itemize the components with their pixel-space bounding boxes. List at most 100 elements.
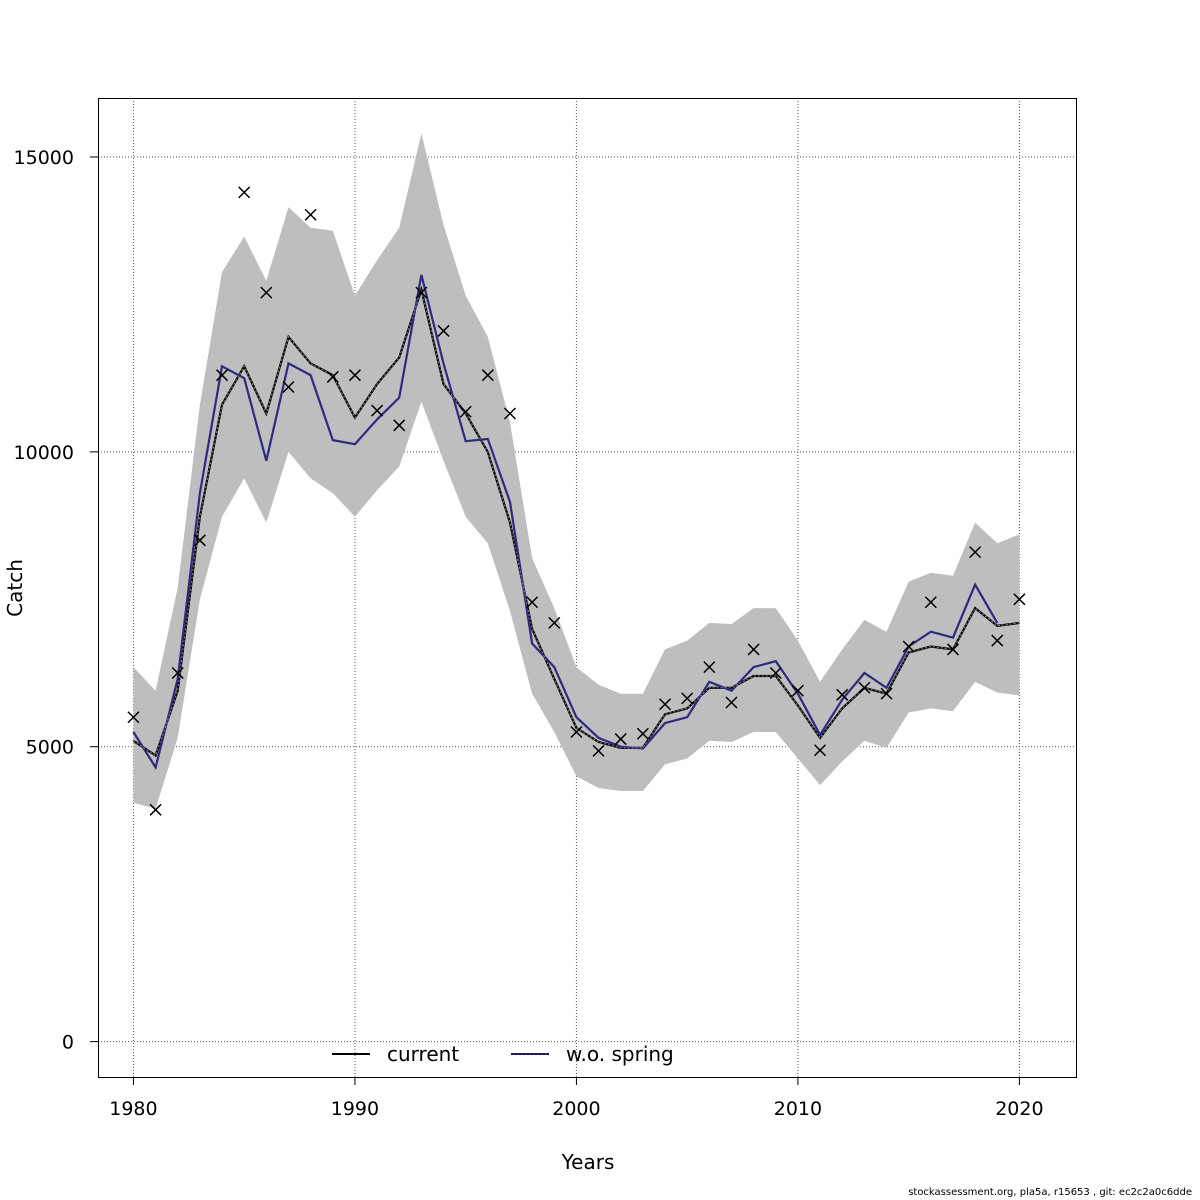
- observation-stroke: [437, 324, 450, 337]
- observation-point: [348, 369, 361, 382]
- series-line-wo-spring: [132, 274, 999, 771]
- observation-stroke: [1013, 593, 1026, 606]
- observation-point: [371, 404, 384, 417]
- observation-stroke: [216, 369, 229, 382]
- observation-point: [193, 534, 206, 547]
- observation-point: [769, 666, 782, 680]
- observation-stroke: [503, 407, 517, 420]
- observation-point: [526, 596, 539, 609]
- observation-point: [437, 324, 450, 337]
- observation-point: [1013, 593, 1026, 606]
- source-footer: stockassessment.org, pla5a, r15653 , git…: [908, 1187, 1192, 1198]
- observation-stroke: [548, 616, 561, 629]
- observation-stroke: [924, 596, 937, 609]
- observation-stroke: [791, 684, 804, 697]
- y-tick-label: 10000: [14, 442, 74, 464]
- observation-stroke: [481, 369, 494, 382]
- observation-point: [592, 744, 605, 757]
- observation-point: [858, 681, 871, 694]
- observation-stroke: [371, 404, 384, 417]
- observation-stroke: [858, 681, 871, 694]
- observation-stroke: [946, 643, 959, 656]
- observation-stroke: [171, 666, 184, 680]
- observation-point: [747, 643, 760, 656]
- observation-point: [127, 711, 140, 724]
- observation-stroke: [127, 711, 140, 724]
- observation-stroke: [614, 733, 627, 746]
- confidence-band: [133, 133, 1020, 809]
- x-tick-label: 2020: [995, 1098, 1043, 1120]
- observation-point: [924, 596, 937, 609]
- observation-stroke: [592, 744, 605, 757]
- legend-label-current: current: [387, 1042, 459, 1066]
- observation-point: [991, 634, 1004, 647]
- observation-stroke: [769, 666, 782, 680]
- observation-stroke: [969, 546, 982, 559]
- observation-point: [969, 546, 982, 559]
- legend-label-wo-spring: w.o. spring: [566, 1042, 674, 1066]
- observation-stroke: [238, 186, 251, 199]
- observation-stroke: [681, 692, 694, 705]
- y-tick-label: 5000: [26, 737, 74, 759]
- series-lines: [132, 274, 1020, 771]
- y-tick-label: 0: [62, 1032, 74, 1054]
- observation-stroke: [725, 696, 738, 709]
- observation-point: [548, 616, 561, 629]
- x-axis-title: Years: [561, 1150, 615, 1174]
- observation-stroke: [836, 688, 849, 701]
- observation-point: [171, 666, 184, 680]
- observation-stroke: [814, 744, 827, 757]
- observation-stroke: [193, 534, 206, 547]
- observation-stroke: [282, 380, 295, 394]
- observation-stroke: [747, 643, 760, 656]
- plot-frame: [98, 98, 1077, 1078]
- observation-stroke: [526, 596, 539, 609]
- observation-point: [836, 688, 849, 701]
- observation-point: [725, 696, 738, 709]
- observation-point: [570, 725, 583, 739]
- observation-point: [791, 684, 804, 697]
- legend: current w.o. spring: [332, 1042, 674, 1066]
- observation-point: [658, 698, 672, 711]
- observation-stroke: [260, 286, 273, 299]
- observation-point: [880, 687, 893, 700]
- x-tick-label: 2000: [552, 1098, 600, 1120]
- observation-stroke: [348, 369, 361, 382]
- observation-stroke: [703, 661, 716, 674]
- observation-point: [902, 640, 915, 653]
- observation-point: [481, 369, 494, 382]
- observation-point: [393, 419, 406, 432]
- observation-point: [703, 661, 716, 674]
- observation-stroke: [304, 208, 317, 221]
- observation-point: [814, 744, 827, 757]
- series-line-current-dash: [133, 287, 1020, 757]
- observation-stroke: [393, 419, 406, 432]
- observation-point: [681, 692, 694, 705]
- observation-point: [304, 208, 317, 221]
- observation-stroke: [326, 370, 339, 383]
- axes: 1980 1990 2000 2010 2020 0 5000 10000 15000: [14, 147, 1044, 1120]
- observation-stroke: [991, 634, 1004, 647]
- observation-point: [636, 727, 649, 740]
- observation-stroke: [570, 725, 583, 739]
- observation-point: [216, 369, 229, 382]
- y-axis-title: Catch: [3, 559, 27, 617]
- observation-point: [946, 643, 959, 656]
- observation-stroke: [658, 698, 672, 711]
- observation-stroke: [459, 405, 472, 418]
- x-tick-label: 1990: [331, 1098, 379, 1120]
- observation-point: [238, 186, 251, 199]
- observation-point: [282, 380, 295, 394]
- x-tick-label: 1980: [109, 1098, 157, 1120]
- observation-point: [503, 407, 517, 420]
- observation-stroke: [902, 640, 915, 653]
- y-tick-label: 15000: [14, 147, 74, 169]
- observation-stroke: [415, 286, 428, 299]
- observation-stroke: [636, 727, 649, 740]
- observation-points: [127, 186, 1026, 816]
- observation-point: [415, 286, 428, 299]
- observation-stroke: [149, 803, 162, 816]
- observation-stroke: [880, 687, 893, 700]
- observation-point: [614, 733, 627, 746]
